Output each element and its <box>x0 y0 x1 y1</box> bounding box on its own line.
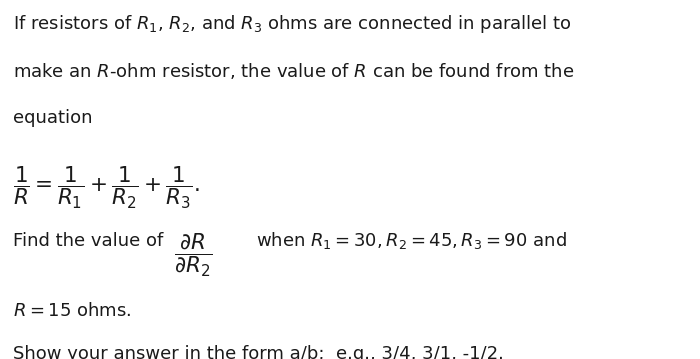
Text: when $R_1 = 30, R_2 = 45, R_3 = 90$ and: when $R_1 = 30, R_2 = 45, R_3 = 90$ and <box>256 230 566 251</box>
Text: $\dfrac{\partial R}{\partial R_2}$: $\dfrac{\partial R}{\partial R_2}$ <box>174 232 212 279</box>
Text: Show your answer in the form a/b;  e.g., 3/4, 3/1, -1/2.: Show your answer in the form a/b; e.g., … <box>13 345 503 359</box>
Text: $R = 15$ ohms.: $R = 15$ ohms. <box>13 302 131 320</box>
Text: Find the value of: Find the value of <box>13 232 169 250</box>
Text: If resistors of $\mathbf{\mathit{R_1}}$, $\mathbf{\mathit{R_2}}$, and $\mathbf{\: If resistors of $\mathbf{\mathit{R_1}}$,… <box>13 13 571 34</box>
Text: $\dfrac{1}{R} = \dfrac{1}{R_1} + \dfrac{1}{R_2} + \dfrac{1}{R_3}.$: $\dfrac{1}{R} = \dfrac{1}{R_1} + \dfrac{… <box>13 165 199 211</box>
Text: equation: equation <box>13 109 92 127</box>
Text: make an $\mathbf{\mathit{R}}$-ohm resistor, the value of $\mathbf{\mathit{R}}$ c: make an $\mathbf{\mathit{R}}$-ohm resist… <box>13 61 574 81</box>
